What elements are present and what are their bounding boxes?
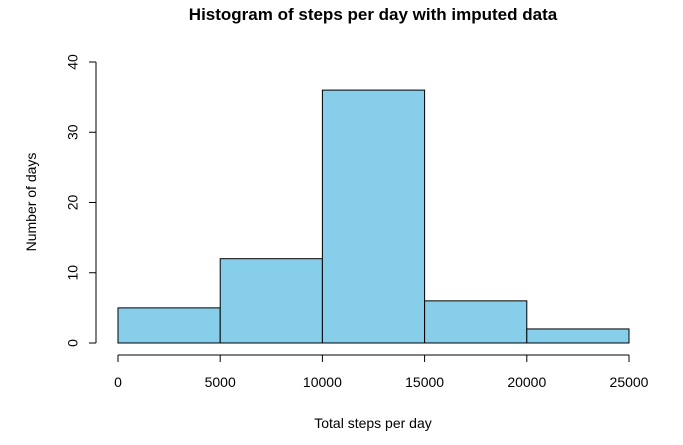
histogram-bar-4 xyxy=(526,328,630,344)
x-tick-label: 5000 xyxy=(205,374,236,390)
x-axis-label: Total steps per day xyxy=(314,415,432,431)
x-axis: 0 5000 10000 15000 20000 25000 xyxy=(114,354,649,390)
histogram-bar-0 xyxy=(117,307,221,344)
y-tick-label: 20 xyxy=(65,195,81,211)
chart-title: Histogram of steps per day with imputed … xyxy=(189,5,558,24)
y-axis-label: Number of days xyxy=(23,153,39,252)
x-tick-label: 25000 xyxy=(610,374,649,390)
y-tick-label: 30 xyxy=(65,124,81,140)
y-tick-label: 10 xyxy=(65,265,81,281)
x-tick-label: 20000 xyxy=(507,374,546,390)
x-tick-label: 15000 xyxy=(405,374,444,390)
y-tick-label: 40 xyxy=(65,54,81,70)
histogram-bar-1 xyxy=(219,258,323,344)
bars-group xyxy=(117,89,630,344)
y-axis: 0 10 20 30 40 xyxy=(65,54,97,347)
y-tick-label: 0 xyxy=(65,339,81,347)
histogram-bar-2 xyxy=(321,89,426,344)
x-tick-label: 0 xyxy=(114,374,122,390)
histogram-bar-3 xyxy=(424,300,528,344)
x-tick-label: 10000 xyxy=(303,374,342,390)
